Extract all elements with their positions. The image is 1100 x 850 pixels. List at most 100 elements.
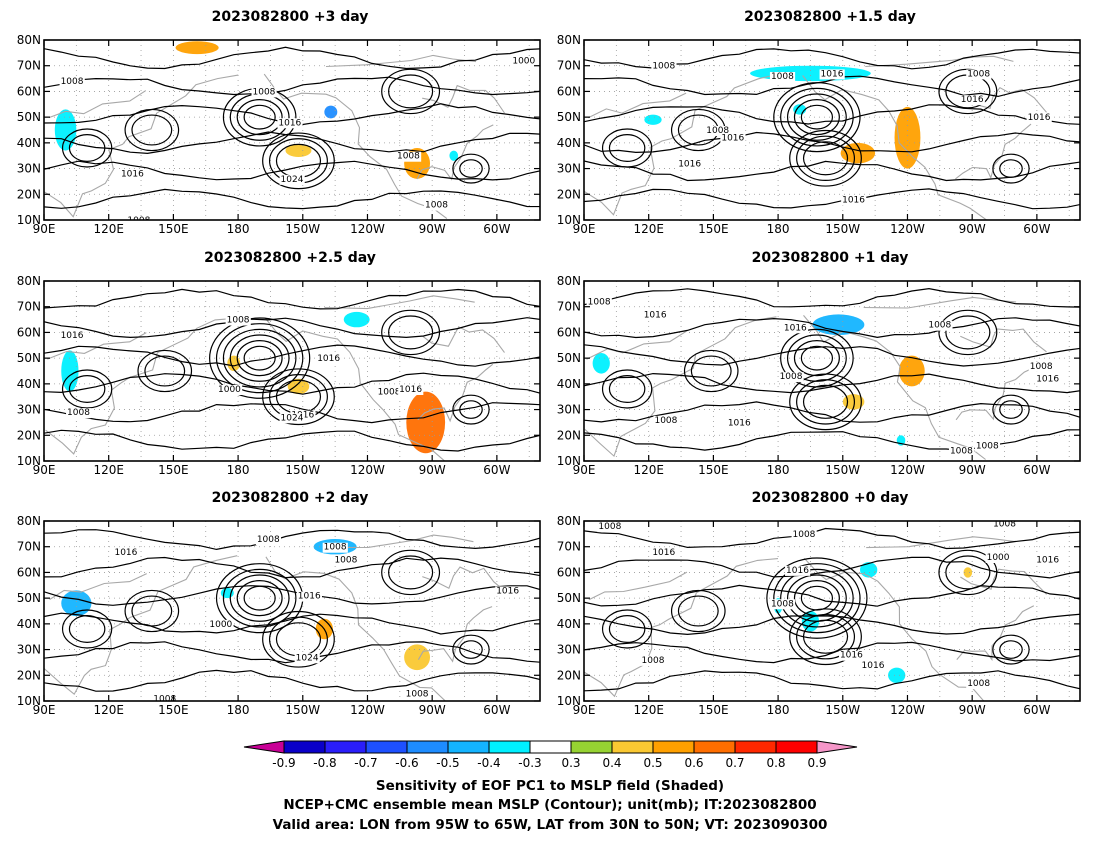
contour-label: 1016 xyxy=(317,354,340,364)
y-tick-label: 80N xyxy=(557,514,581,528)
y-tick-label: 20N xyxy=(17,187,41,201)
x-tick-label: 120E xyxy=(93,222,124,236)
contour-label-bg xyxy=(597,522,623,533)
colorbar-swatch xyxy=(734,740,777,754)
contour-label-bg xyxy=(642,310,668,321)
isobar xyxy=(44,556,540,579)
x-tick-label: 180 xyxy=(227,703,250,717)
x-tick-label: 150E xyxy=(698,222,729,236)
contour-label: 1008 xyxy=(406,689,429,699)
contour-label-bg xyxy=(217,385,243,395)
y-tick-label: 40N xyxy=(557,377,581,391)
plot-frame xyxy=(583,520,1081,702)
isobar xyxy=(789,129,862,187)
colorbar-tick-label: -0.3 xyxy=(518,756,541,770)
contour-label: 1008 xyxy=(253,87,276,97)
contour-label-bg xyxy=(66,408,92,419)
contour-label-bg xyxy=(1035,555,1061,566)
contour-label-bg xyxy=(959,95,985,106)
x-tick-label: 150E xyxy=(158,703,189,717)
isobar xyxy=(44,103,540,126)
colorbar-tick-label: 0.7 xyxy=(725,756,744,770)
contour-label: 1016 xyxy=(678,159,701,169)
contour-label: 1008 xyxy=(257,535,280,545)
contour-label: 1008 xyxy=(1030,362,1053,372)
isobar xyxy=(44,288,540,310)
plot-frame xyxy=(43,280,541,462)
sensitivity-shade xyxy=(963,567,973,578)
x-tick-label: 120E xyxy=(633,222,664,236)
contour-label: 1008 xyxy=(967,679,990,689)
contour-label: 1024 xyxy=(281,175,304,185)
isobar xyxy=(992,153,1030,184)
isobar xyxy=(584,131,1080,154)
contour-label-bg xyxy=(966,679,992,689)
coastline xyxy=(587,92,687,119)
panel-5: 1008 1016 1008 1008 1016 1016 1000 1024 1008 1008… xyxy=(17,490,541,717)
isobar xyxy=(584,429,1080,452)
x-tick-label: 120W xyxy=(890,703,925,717)
contour-label: 1000 xyxy=(209,620,232,630)
contour-label: 1016 xyxy=(121,170,144,180)
y-tick-label: 30N xyxy=(17,162,41,176)
caption-line-3: Valid area: LON from 95W to 65W, LAT fro… xyxy=(273,817,828,833)
contour-label: 1016 xyxy=(399,385,422,395)
contour-label: 1016 xyxy=(1036,556,1059,566)
x-tick-label: 60W xyxy=(483,703,510,717)
isobar xyxy=(584,584,1080,607)
colorbar-tick-label: 0.4 xyxy=(602,756,621,770)
isobar xyxy=(802,384,849,419)
y-tick-label: 80N xyxy=(17,514,41,528)
sensitivity-shade xyxy=(888,667,906,683)
contour-label: 1008 xyxy=(153,694,176,704)
x-tick-label: 90E xyxy=(33,463,56,477)
contour-label: 1000 xyxy=(512,57,535,67)
isobar xyxy=(584,641,1080,664)
contour-label: 1008 xyxy=(67,408,90,418)
contour-label: 1016 xyxy=(298,592,321,602)
coastline xyxy=(263,73,448,220)
y-tick-label: 40N xyxy=(17,617,41,631)
x-tick-label: 150E xyxy=(698,703,729,717)
colorbar-tick-label: -0.6 xyxy=(395,756,418,770)
isobar xyxy=(999,400,1023,419)
contour-label: 1024 xyxy=(281,413,304,423)
contour-label: 1016 xyxy=(786,566,809,576)
contour-label-bg xyxy=(511,56,537,67)
isobar xyxy=(677,595,719,627)
contour-label-bg xyxy=(277,118,303,129)
coastline xyxy=(422,84,505,114)
isobar xyxy=(789,608,862,666)
colorbar-swatch xyxy=(529,740,572,754)
isobar xyxy=(124,589,180,633)
isobar xyxy=(144,355,186,387)
y-tick-label: 10N xyxy=(17,454,41,468)
contour-label-bg xyxy=(653,415,679,426)
x-tick-label: 120E xyxy=(633,463,664,477)
colorbar-tick-label: -0.7 xyxy=(354,756,377,770)
isobar xyxy=(766,557,868,639)
contour-label-bg xyxy=(1028,361,1054,372)
isobar xyxy=(388,315,434,350)
x-tick-label: 90W xyxy=(959,703,986,717)
plot-frame xyxy=(43,520,541,702)
isobar xyxy=(137,349,193,393)
sensitivity-shade xyxy=(61,350,79,392)
y-tick-label: 30N xyxy=(17,643,41,657)
isobar xyxy=(796,614,856,660)
isobar xyxy=(222,328,297,388)
x-tick-label: 150W xyxy=(825,222,860,236)
isobar xyxy=(44,46,540,70)
isobar xyxy=(44,612,540,635)
y-tick-label: 60N xyxy=(557,325,581,339)
contour-label-bg xyxy=(769,72,796,82)
y-tick-label: 30N xyxy=(557,643,581,657)
contour-label-bg xyxy=(316,354,342,365)
contour-label-bg xyxy=(1026,113,1052,124)
isobar xyxy=(584,613,1080,636)
y-tick-label: 40N xyxy=(17,377,41,391)
x-tick-label: 90W xyxy=(419,703,446,717)
contour-label: 1008 xyxy=(61,77,84,87)
x-tick-label: 180 xyxy=(227,222,250,236)
